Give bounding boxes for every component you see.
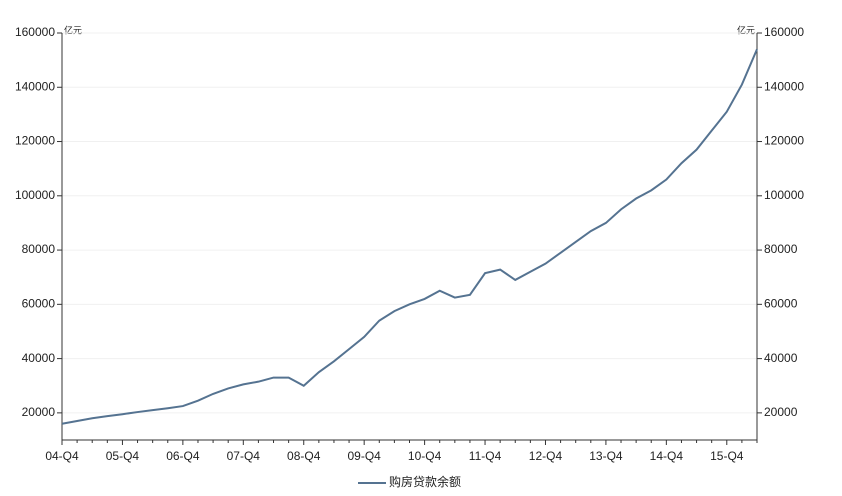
x-tick-label: 04-Q4 (45, 449, 79, 463)
x-tick-label: 11-Q4 (469, 449, 502, 463)
y2-tick-label: 160000 (764, 25, 804, 39)
x-tick-label: 14-Q4 (650, 449, 684, 463)
y-tick-label: 100000 (15, 188, 55, 202)
y2-tick-label: 140000 (764, 79, 804, 93)
x-tick-label: 12-Q4 (529, 449, 563, 463)
y-unit-left: 亿元 (64, 24, 82, 35)
x-tick-label: 05-Q4 (106, 449, 140, 463)
y-tick-label: 40000 (22, 351, 56, 365)
x-tick-label: 10-Q4 (408, 449, 442, 463)
data-line (61, 48, 758, 425)
y2-tick-label: 120000 (764, 134, 804, 148)
y-tick-label: 140000 (15, 79, 55, 93)
x-tick-label: 06-Q4 (166, 449, 200, 463)
y-tick-label: 20000 (22, 405, 56, 419)
y2-tick-label: 80000 (764, 242, 798, 256)
y-tick-label: 160000 (15, 25, 55, 39)
y2-tick-label: 40000 (764, 351, 798, 365)
y-tick-label: 80000 (22, 242, 56, 256)
y-tick-label: 60000 (22, 297, 56, 311)
y-tick-label: 120000 (15, 134, 55, 148)
y2-tick-label: 60000 (764, 297, 798, 311)
x-tick-label: 15-Q4 (710, 449, 744, 463)
x-tick-label: 09-Q4 (347, 449, 381, 463)
y2-tick-label: 100000 (764, 188, 804, 202)
y-unit-right: 亿元 (737, 24, 755, 35)
x-tick-label: 08-Q4 (287, 449, 321, 463)
legend-label: 购房贷款余额 (389, 474, 461, 489)
x-tick-label: 13-Q4 (589, 449, 623, 463)
y2-tick-label: 20000 (764, 405, 798, 419)
x-tick-label: 07-Q4 (227, 449, 261, 463)
